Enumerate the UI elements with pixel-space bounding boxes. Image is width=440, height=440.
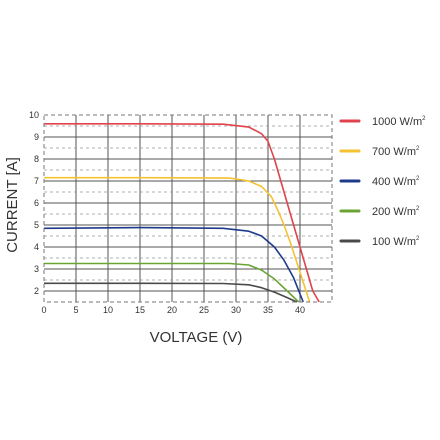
- x-tick-label: 35: [263, 305, 273, 315]
- legend: 1000 W/m2 700 W/m2 400 W/m2 200 W/m2 100 W/m…: [339, 116, 426, 248]
- plot-area: [44, 115, 332, 302]
- x-tick-label: 25: [199, 305, 209, 315]
- y-tick-label: 10: [29, 110, 39, 120]
- y-tick-label: 6: [34, 198, 39, 208]
- x-tick-label: 0: [41, 305, 46, 315]
- plot-frame: [43, 114, 333, 303]
- y-axis-label: CURRENT [A]: [4, 157, 21, 253]
- legend-superscript: 2: [416, 146, 420, 152]
- y-tick-label: 4: [34, 242, 39, 252]
- y-tick-label: 2: [34, 286, 39, 296]
- series-line-3: [44, 262, 300, 303]
- x-tick-label: 40: [295, 305, 305, 315]
- legend-label: 700 W/m2: [372, 146, 420, 158]
- y-tick-label: 9: [34, 132, 39, 142]
- legend-label: 400 W/m2: [372, 176, 420, 188]
- x-axis-label: VOLTAGE (V): [150, 329, 243, 346]
- series-curves: [43, 123, 320, 303]
- series-line-4: [44, 282, 298, 303]
- x-tick-label: 30: [231, 305, 241, 315]
- y-tick-label: 7: [34, 176, 39, 186]
- x-tick-labels: 0 5 10 15 20 25 30 35 40: [41, 305, 305, 315]
- grid-lines: [44, 115, 332, 302]
- y-tick-label: 8: [34, 154, 39, 164]
- y-tick-label: 5: [34, 220, 39, 230]
- legend-superscript: 2: [416, 236, 420, 242]
- legend-superscript: 2: [416, 206, 420, 212]
- x-tick-label: 5: [73, 305, 78, 315]
- plot-border: [43, 114, 333, 303]
- y-tick-labels: 2 3 4 5 6 7 8 9 10: [29, 110, 39, 296]
- legend-label: 100 W/m2: [372, 236, 420, 248]
- y-tick-label: 3: [34, 264, 39, 274]
- legend-superscript: 2: [416, 176, 420, 182]
- x-tick-label: 20: [167, 305, 177, 315]
- legend-label: 1000 W/m2: [372, 116, 426, 128]
- x-tick-label: 10: [103, 305, 113, 315]
- series-line-0: [44, 123, 320, 303]
- legend-superscript: 2: [422, 116, 426, 122]
- legend-label: 200 W/m2: [372, 206, 420, 218]
- plot-background: [44, 115, 332, 302]
- series-line-2: [43, 226, 304, 303]
- x-tick-label: 15: [135, 305, 145, 315]
- series-line-1: [44, 176, 311, 303]
